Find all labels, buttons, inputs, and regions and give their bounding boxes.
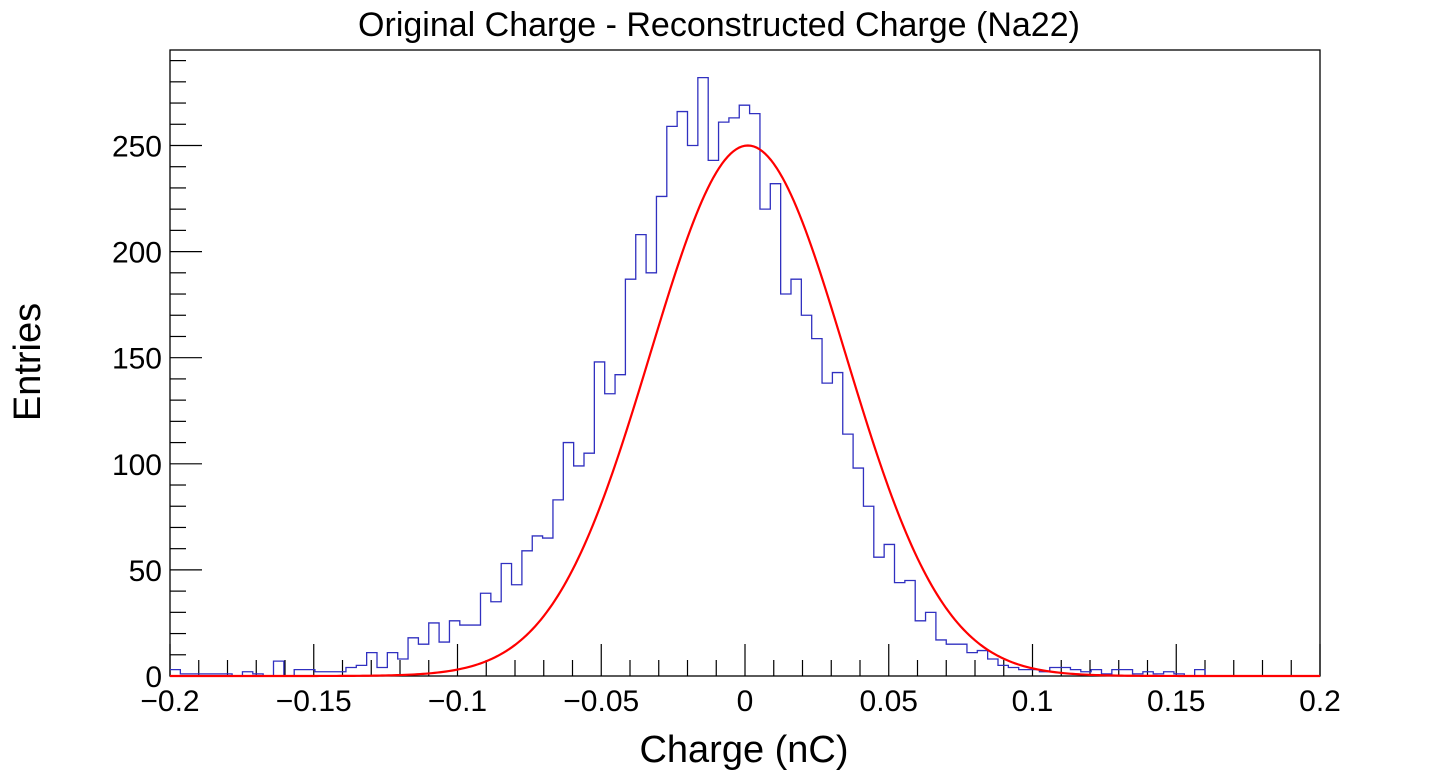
y-tick-label: 50 [129, 555, 162, 588]
x-axis-label: Charge (nC) [639, 729, 848, 771]
x-tick-label: −0.2 [140, 685, 199, 718]
x-tick-label: 0.1 [1012, 685, 1054, 718]
y-axis: 0 50 100 150 200 250 [112, 60, 202, 694]
x-tick-label: 0.15 [1147, 685, 1205, 718]
x-axis: −0.2 −0.15 −0.1 −0.05 0 0.05 0.1 0.15 0.2 [140, 644, 1341, 718]
histogram-step-line [170, 76, 1216, 677]
y-axis-label: Entries [7, 303, 49, 421]
y-tick-label: 250 [112, 130, 162, 163]
x-tick-label: −0.05 [563, 685, 639, 718]
y-tick-label: 100 [112, 449, 162, 482]
x-tick-label: 0.2 [1299, 685, 1341, 718]
series-group [170, 76, 1320, 678]
x-tick-label: −0.1 [428, 685, 487, 718]
gaussian-fit-line [170, 144, 1320, 678]
x-tick-label: 0.05 [860, 685, 918, 718]
x-tick-label: −0.15 [276, 685, 352, 718]
chart-title: Original Charge - Reconstructed Charge (… [358, 6, 1080, 44]
y-tick-label: 0 [145, 661, 162, 694]
plot-frame [169, 49, 1321, 677]
x-tick-label: 0 [737, 685, 754, 718]
y-tick-label: 200 [112, 237, 162, 270]
y-tick-label: 150 [112, 343, 162, 376]
